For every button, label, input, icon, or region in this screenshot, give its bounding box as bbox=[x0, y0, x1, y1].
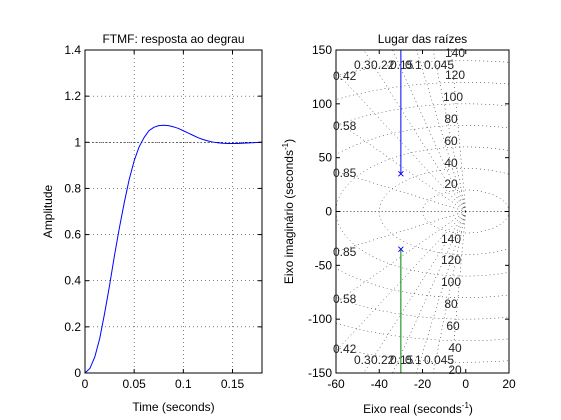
x-tick-label: 0 bbox=[82, 377, 89, 391]
y-tick-label: -50 bbox=[315, 258, 333, 272]
damping-label: 0.045 bbox=[424, 58, 454, 72]
wn-label: 100 bbox=[441, 275, 461, 289]
wn-label: 40 bbox=[444, 156, 458, 170]
y-tick-label: 50 bbox=[319, 151, 333, 165]
damping-label: 0.58 bbox=[333, 119, 357, 133]
y-tick-label: 0.4 bbox=[64, 274, 81, 288]
damping-label: 0.3 bbox=[354, 353, 371, 367]
y-tick-label: 1.2 bbox=[64, 89, 81, 103]
damping-label: 0.22 bbox=[371, 58, 395, 72]
root-locus-ylabel: Eixo imaginário (seconds-1) bbox=[281, 139, 296, 284]
damping-label: 0.22 bbox=[371, 353, 395, 367]
damping-ray bbox=[392, 211, 466, 373]
damping-ray bbox=[336, 171, 466, 212]
damping-label: 0.42 bbox=[333, 69, 357, 83]
wn-circle bbox=[422, 189, 509, 234]
wn-label: 100 bbox=[443, 90, 463, 104]
damping-label: 0.045 bbox=[424, 353, 454, 367]
root-locus-title: Lugar das raízes bbox=[378, 32, 467, 46]
damping-ray bbox=[336, 211, 466, 252]
wn-label: 80 bbox=[444, 297, 458, 311]
step-response-line bbox=[84, 124, 263, 374]
y-tick-label: 0.2 bbox=[64, 320, 81, 334]
x-tick-label: 0 bbox=[462, 377, 469, 391]
damping-label: 0.15 bbox=[390, 58, 414, 72]
x-tick-label: -20 bbox=[414, 377, 432, 391]
root-locus-xlabel: Eixo real (seconds-1) bbox=[363, 401, 473, 416]
wn-label: 120 bbox=[445, 68, 465, 82]
wn-circle bbox=[336, 103, 509, 320]
damping-ray bbox=[336, 211, 466, 352]
y-tick-label: 1 bbox=[74, 135, 81, 149]
y-tick-label: 0.6 bbox=[64, 228, 81, 242]
wn-label: 20 bbox=[448, 363, 462, 377]
damping-ray bbox=[432, 211, 466, 373]
damping-label: 0.42 bbox=[333, 342, 357, 356]
x-tick-label: 0.05 bbox=[122, 377, 146, 391]
damping-ray bbox=[363, 211, 466, 373]
root-locus-xlabel-close: ) bbox=[469, 402, 473, 416]
y-tick-label: 100 bbox=[312, 97, 332, 111]
root-locus-xlabel-main: Eixo real (seconds bbox=[363, 402, 462, 416]
wn-label: 60 bbox=[444, 134, 458, 148]
y-tick-label: -150 bbox=[308, 366, 332, 380]
y-tick-label: 0.8 bbox=[64, 181, 81, 195]
root-locus-ylabel-close: ) bbox=[282, 139, 296, 143]
wn-label: 140 bbox=[445, 46, 465, 60]
y-tick-label: -100 bbox=[308, 312, 332, 326]
wn-label: 20 bbox=[444, 177, 458, 191]
wn-label: 140 bbox=[441, 232, 461, 246]
step-response-xlabel: Time (seconds) bbox=[132, 400, 214, 414]
root-locus-ylabel-sup: -1 bbox=[281, 142, 290, 150]
damping-ray bbox=[336, 71, 466, 212]
root-locus-xlabel-sup: -1 bbox=[462, 401, 470, 410]
damping-ray bbox=[432, 50, 466, 212]
damping-label: 0.85 bbox=[333, 166, 357, 180]
wn-label: 80 bbox=[444, 112, 458, 126]
wn-label: 60 bbox=[446, 319, 460, 333]
x-tick-label: -40 bbox=[371, 377, 389, 391]
damping-label: 0.85 bbox=[333, 245, 357, 259]
wn-circle bbox=[336, 146, 509, 277]
root-locus-ylabel-main: Eixo imaginário (seconds bbox=[282, 150, 296, 284]
pole-marker bbox=[398, 170, 404, 177]
y-tick-label: 0 bbox=[325, 205, 332, 219]
y-tick-label: 0 bbox=[74, 366, 81, 380]
damping-label: 0.58 bbox=[333, 292, 357, 306]
step-response-title: FTMF: resposta ao degrau bbox=[102, 32, 244, 46]
damping-label: 0.15 bbox=[390, 353, 414, 367]
x-tick-label: 20 bbox=[502, 377, 516, 391]
damping-label: 0.3 bbox=[354, 58, 371, 72]
y-tick-label: 1.4 bbox=[64, 43, 81, 57]
x-tick-label: 0.15 bbox=[221, 377, 245, 391]
wn-label: 120 bbox=[441, 253, 461, 267]
step-response-ylabel: Amplitude bbox=[41, 185, 55, 239]
damping-ray bbox=[363, 50, 466, 212]
damping-label: 0.1 bbox=[405, 58, 422, 72]
x-tick-label: -60 bbox=[327, 377, 345, 391]
damping-ray bbox=[392, 50, 466, 212]
step-response-axes: 0 0.05 0.1 0.15 0 0.2 0.4 0.6 0.8 1 1.2 1.4 FTMF: r… bbox=[41, 32, 263, 414]
x-tick-label: 0.1 bbox=[175, 377, 192, 391]
wn-label: 40 bbox=[448, 341, 462, 355]
y-tick-label: 150 bbox=[312, 43, 332, 57]
damping-label: 0.1 bbox=[405, 353, 422, 367]
pole-marker bbox=[398, 246, 404, 253]
